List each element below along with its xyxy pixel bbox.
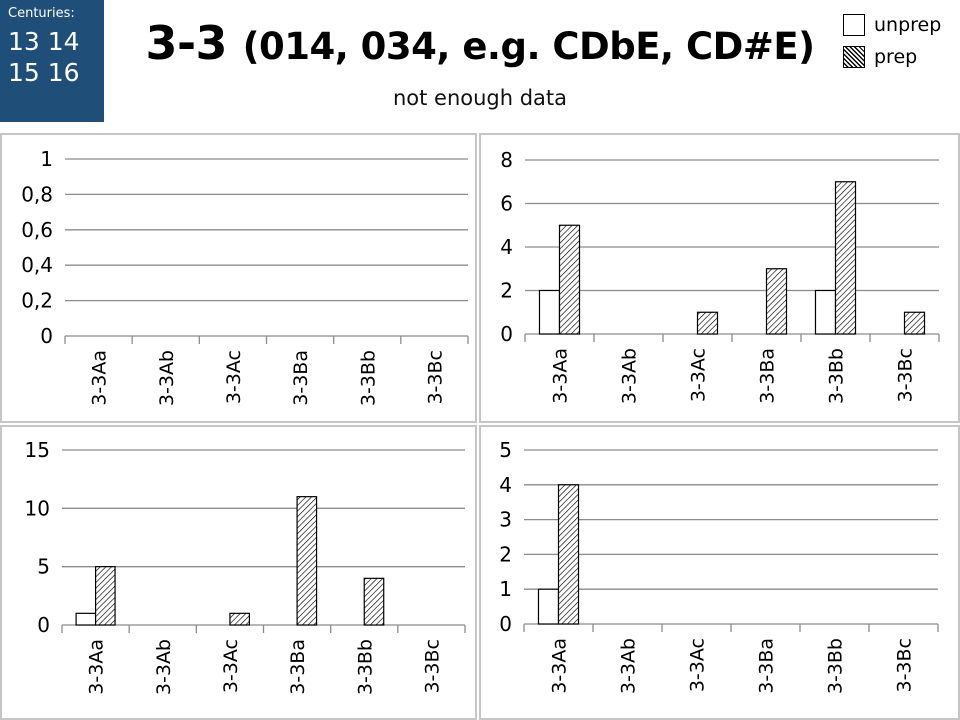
y-tick-label: 1 bbox=[40, 147, 53, 171]
x-tick-label: 3-3Ab bbox=[619, 348, 641, 404]
chart-top-left: 0 0,2 0,4 0,6 0,8 1 3-3Aa 3-3Ab 3-3Ac 3-3Ba 3-3Bb 3… bbox=[21, 147, 469, 406]
x-tick-label: 3-3Ba bbox=[287, 639, 309, 695]
chart-panel-bottom-right: 0 1 2 3 4 5 3-3Aa 3-3Ab 3-3Ac 3-3Ba 3-3Bb 3-3Bc bbox=[479, 425, 960, 720]
bar-prep-3-3Ba bbox=[765, 268, 788, 335]
x-tick-label: 3-3Ac bbox=[220, 639, 242, 693]
x-tick-label: 3-3Bc bbox=[421, 639, 443, 694]
x-tick-label: 3-3Aa bbox=[550, 348, 572, 404]
y-tick-label: 0,8 bbox=[21, 182, 53, 206]
legend-label-unprep: unprep bbox=[874, 14, 942, 36]
x-tick-label: 3-3Ac bbox=[687, 638, 709, 692]
page-subtitle: not enough data bbox=[392, 86, 568, 110]
legend: unprep prep bbox=[843, 12, 941, 76]
y-tick-label: 5 bbox=[499, 438, 512, 462]
bar-prep-3-3Bc bbox=[903, 311, 926, 335]
bar-prep-3-3Ac bbox=[696, 311, 719, 335]
page-title: 3-3 (014, 034, e.g. CDbE, CD#E) bbox=[120, 16, 840, 70]
chart-panel-top-left: 0 0,2 0,4 0,6 0,8 1 3-3Aa 3-3Ab 3-3Ac 3-3Ba 3-3Bb 3… bbox=[0, 133, 477, 423]
title-parenthetical: (014, 034, e.g. CDbE, CD#E) bbox=[242, 25, 815, 68]
x-tick-label: 3-3Ab bbox=[618, 638, 640, 694]
x-tick-label: 3-3Ac bbox=[223, 350, 245, 404]
x-tick-label: 3-3Ba bbox=[290, 350, 312, 406]
y-tick-label: 0 bbox=[499, 612, 512, 636]
x-tick-label: 3-3Bc bbox=[895, 348, 917, 403]
bar-prep-3-3Bb bbox=[363, 577, 385, 626]
bar-prep-3-3Aa bbox=[94, 566, 116, 626]
y-tick-label: 2 bbox=[500, 279, 513, 303]
legend-item-prep: prep bbox=[843, 44, 941, 70]
x-tick-label: 3-3Bb bbox=[357, 350, 379, 406]
legend-swatch-unprep bbox=[843, 14, 865, 36]
bar-unprep-3-3Aa bbox=[537, 588, 560, 625]
bar-prep-3-3Aa bbox=[557, 484, 580, 625]
y-tick-label: 3 bbox=[499, 508, 512, 532]
chart-bottom-left: 0 5 10 15 3-3Aa 3-3Ab 3-3Ac 3-3Ba 3-3Bb 3-3Bc bbox=[25, 438, 466, 695]
y-tick-label: 4 bbox=[500, 235, 513, 259]
y-tick-label: 4 bbox=[499, 473, 512, 497]
centuries-row-1: 13 14 bbox=[8, 27, 80, 56]
x-tick-label: 3-3Bc bbox=[424, 350, 446, 405]
x-tick-label: 3-3Ba bbox=[756, 638, 778, 694]
y-tick-label: 0,4 bbox=[21, 253, 53, 277]
y-tick-label: 15 bbox=[25, 438, 50, 462]
x-tick-label: 3-3Ba bbox=[757, 348, 779, 404]
y-tick-label: 10 bbox=[25, 496, 50, 520]
y-tick-label: 6 bbox=[500, 192, 513, 216]
x-tick-label: 3-3Aa bbox=[86, 639, 108, 695]
bar-prep-3-3Ac bbox=[229, 612, 250, 626]
y-tick-label: 8 bbox=[500, 148, 513, 172]
y-tick-label: 0 bbox=[500, 322, 513, 346]
x-tick-label: 3-3Ac bbox=[688, 348, 710, 402]
x-tick-label: 3-3Ab bbox=[153, 639, 175, 695]
bar-unprep-3-3Aa bbox=[75, 612, 97, 626]
chart-panel-bottom-left: 0 5 10 15 3-3Aa 3-3Ab 3-3Ac 3-3Ba 3-3Bb 3-3Bc bbox=[0, 425, 477, 720]
x-tick-label: 3-3Bb bbox=[826, 348, 848, 404]
bar-prep-3-3Bb bbox=[834, 181, 857, 335]
x-tick-label: 3-3Bc bbox=[894, 638, 916, 693]
y-tick-label: 0 bbox=[40, 324, 53, 348]
x-tick-label: 3-3Aa bbox=[549, 638, 571, 694]
x-tick-label: 3-3Ab bbox=[156, 350, 178, 406]
y-tick-label: 0 bbox=[37, 613, 50, 637]
chart-top-right: 0 2 4 6 8 3-3Aa 3-3Ab 3-3Ac 3-3Ba 3-3Bb 3-3Bc bbox=[500, 148, 940, 404]
title-main: 3-3 bbox=[145, 16, 228, 70]
x-tick-label: 3-3Bb bbox=[825, 638, 847, 694]
chart-bottom-right: 0 1 2 3 4 5 3-3Aa 3-3Ab 3-3Ac 3-3Ba 3-3Bb 3-3Bc bbox=[499, 438, 939, 694]
bar-unprep-3-3Bb bbox=[814, 289, 837, 335]
bar-prep-3-3Aa bbox=[558, 224, 581, 335]
legend-label-prep: prep bbox=[874, 46, 918, 68]
y-tick-label: 0,6 bbox=[21, 218, 53, 242]
y-tick-label: 2 bbox=[499, 542, 512, 566]
x-tick-label: 3-3Bb bbox=[354, 639, 376, 695]
bar-unprep-3-3Aa bbox=[538, 289, 561, 335]
centuries-row-2: 15 16 bbox=[8, 58, 80, 87]
chart-panel-top-right: 0 2 4 6 8 3-3Aa 3-3Ab 3-3Ac 3-3Ba 3-3Bb 3-3Bc bbox=[479, 133, 960, 423]
y-tick-label: 0,2 bbox=[21, 289, 53, 313]
y-tick-label: 5 bbox=[37, 555, 50, 579]
bar-prep-3-3Ba bbox=[296, 496, 318, 626]
x-tick-label: 3-3Aa bbox=[89, 350, 111, 406]
legend-swatch-prep bbox=[843, 46, 865, 68]
legend-item-unprep: unprep bbox=[843, 12, 941, 38]
centuries-caption: Centuries: bbox=[8, 6, 75, 21]
y-tick-label: 1 bbox=[499, 577, 512, 601]
centuries-box: Centuries: 13 14 15 16 bbox=[0, 0, 104, 122]
